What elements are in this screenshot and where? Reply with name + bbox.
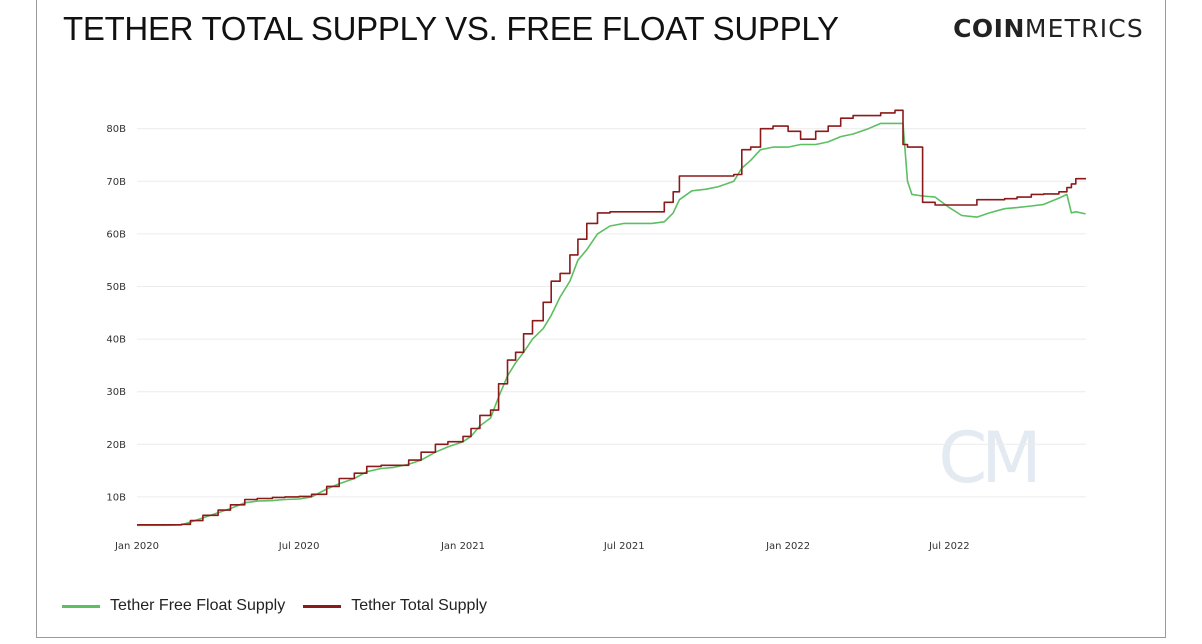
x-tick-label: Jul 2021 — [603, 541, 645, 552]
legend-swatch — [62, 604, 100, 608]
series-lines — [137, 109, 1087, 527]
chart-legend: Tether Free Float Supply Tether Total Sup… — [62, 597, 505, 615]
y-tick-label: 40B — [106, 335, 126, 346]
y-tick-label: 20B — [106, 440, 126, 451]
page-title: TETHER TOTAL SUPPLY VS. FREE FLOAT SUPPL… — [63, 10, 839, 47]
y-tick-label: 30B — [106, 387, 126, 398]
x-axis-ticks: Jan 2020 Jul 2020 Jan 2021 Jul 2021 Jan 2022… — [114, 541, 970, 552]
brand-logo: COINMETRICS — [953, 14, 1144, 43]
y-tick-label: 80B — [106, 124, 126, 135]
y-tick-label: 70B — [106, 177, 126, 188]
chart-frame — [36, 0, 1166, 638]
legend-item[interactable]: Tether Free Float Supply — [62, 597, 285, 615]
brand-logo-bold: COIN — [953, 14, 1025, 43]
x-tick-label: Jul 2022 — [928, 541, 970, 552]
legend-swatch — [303, 604, 342, 608]
legend-item[interactable]: Tether Total Supply — [303, 597, 487, 615]
series-line-total — [137, 109, 1087, 526]
y-axis-ticks: 10B 20B 30B 40B 50B 60B 70B 80B — [106, 124, 126, 503]
watermark-text: CM — [938, 417, 1035, 499]
x-tick-label: Jan 2021 — [440, 541, 485, 552]
y-tick-label: 50B — [106, 282, 126, 293]
series-line-free-float — [137, 122, 1086, 527]
watermark: CM — [938, 417, 1041, 499]
brand-logo-light: METRICS — [1024, 14, 1144, 43]
legend-label: Tether Total Supply — [351, 597, 487, 614]
x-tick-label: Jan 2020 — [114, 541, 159, 552]
x-tick-label: Jan 2022 — [765, 541, 810, 552]
legend-label: Tether Free Float Supply — [110, 597, 286, 614]
y-tick-label: 10B — [106, 492, 126, 503]
y-tick-label: 60B — [106, 229, 126, 240]
x-tick-label: Jul 2020 — [278, 541, 320, 552]
